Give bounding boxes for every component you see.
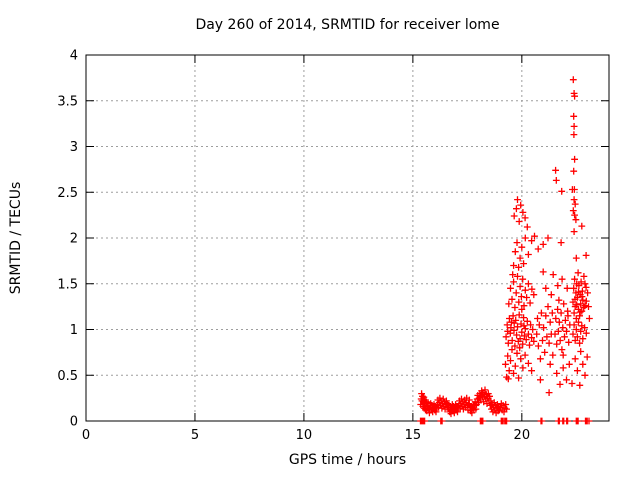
data-points: [417, 76, 593, 425]
x-tick-label: 10: [296, 428, 313, 443]
y-tick-label: 2.5: [57, 186, 78, 201]
y-tick-label: 1.5: [57, 277, 78, 292]
y-tick-label: 3: [70, 140, 78, 155]
x-tick-label: 20: [514, 428, 531, 443]
y-tick-label: 3.5: [57, 94, 78, 109]
chart-title: Day 260 of 2014, SRMTID for receiver lom…: [195, 17, 500, 33]
x-tick-label: 0: [82, 428, 90, 443]
y-tick-label: 4: [70, 49, 78, 64]
y-tick-label: 0.5: [57, 369, 78, 384]
y-tick-label: 2: [70, 232, 78, 247]
x-tick-label: 5: [191, 428, 199, 443]
y-tick-label: 0: [70, 415, 78, 430]
y-tick-label: 1: [70, 323, 78, 338]
x-tick-label: 15: [405, 428, 422, 443]
x-axis-label: GPS time / hours: [288, 452, 407, 468]
